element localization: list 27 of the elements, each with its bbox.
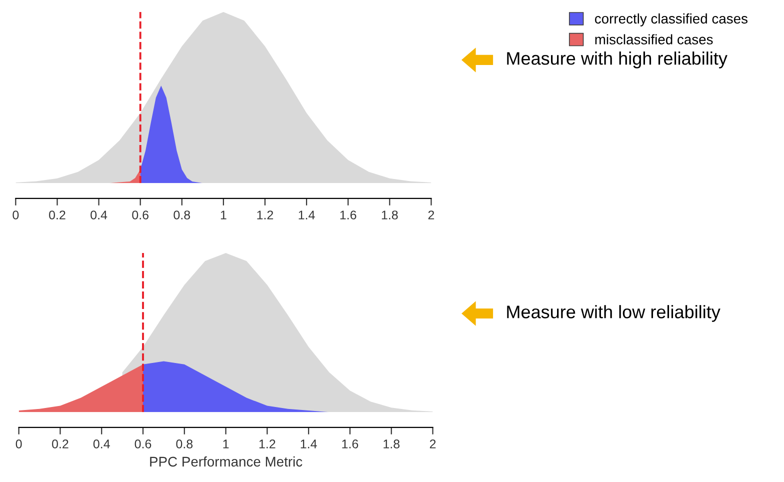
- x-tick-label: 1: [220, 210, 226, 220]
- x-tick-label: 0.2: [52, 440, 68, 448]
- x-tick-label: 0.6: [132, 210, 148, 220]
- text: Measure with high reliability: [507, 52, 728, 68]
- x-tick-label: 0.8: [176, 440, 193, 448]
- x-tick-label: 1.4: [298, 210, 315, 220]
- x-tick-label: 0: [12, 210, 19, 220]
- x-tick-label: 0.6: [134, 440, 152, 448]
- text: Measure with low reliability: [507, 305, 720, 322]
- x-tick-label: 0.2: [49, 210, 66, 220]
- x-tick-label: 1: [223, 440, 229, 448]
- x-tick-label: 1.8: [384, 440, 400, 448]
- x-tick-label: 0.4: [93, 440, 110, 448]
- x-tick-label: 1.6: [342, 440, 358, 448]
- x-tick-label: 1.2: [257, 210, 274, 220]
- x-tick-label: 0.4: [90, 210, 108, 220]
- x-tick-label: 1.6: [340, 210, 356, 220]
- legend-label: correctly classified cases: [594, 13, 748, 26]
- x-tick-label: 1.8: [382, 210, 398, 220]
- x-tick-label: 1.4: [300, 440, 317, 448]
- x-tick-label: 0: [16, 440, 22, 448]
- x-tick-label: 2: [430, 440, 436, 448]
- x-tick-label: 0.8: [174, 210, 190, 220]
- x-axis-title: PPC Performance Metric: [150, 456, 302, 467]
- x-tick-label: 1.2: [259, 440, 276, 448]
- legend-label: misclassified cases: [595, 34, 713, 44]
- x-tick-label: 2: [428, 210, 434, 220]
